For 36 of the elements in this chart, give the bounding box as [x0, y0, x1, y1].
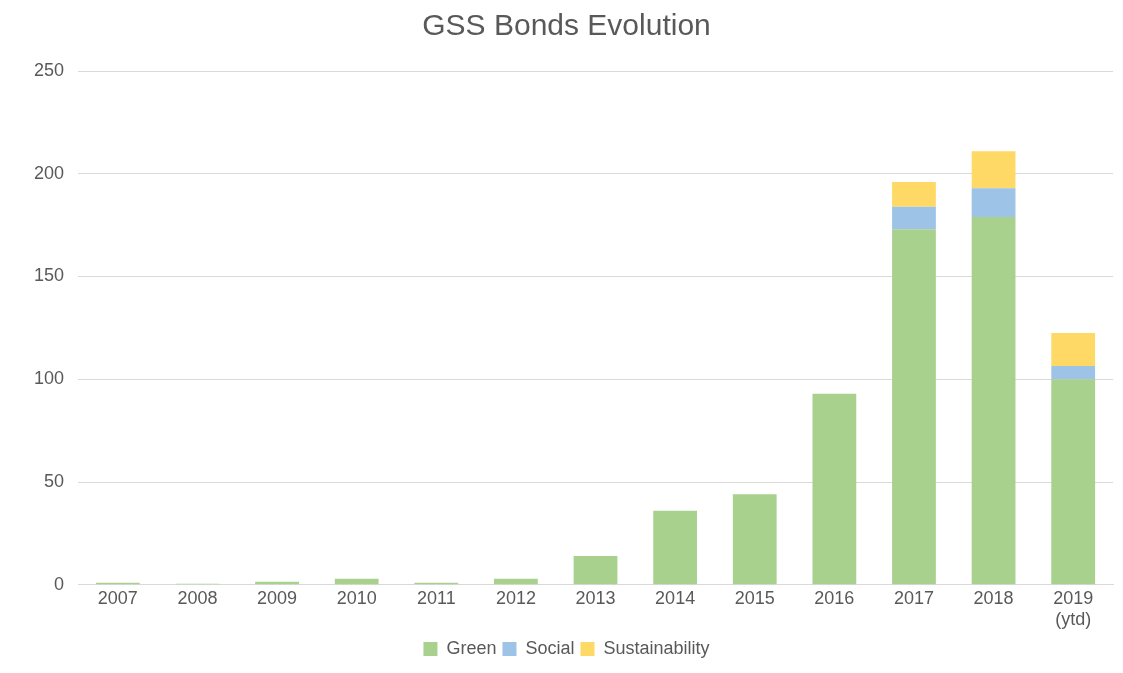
y-tick-label: 100	[33, 368, 65, 389]
bar	[1051, 379, 1096, 585]
bar	[812, 393, 857, 585]
bar	[892, 206, 936, 230]
x-tick-label: 2018	[973, 587, 1014, 608]
x-tick-label: 2012	[495, 587, 536, 608]
legend-label: Green	[446, 637, 497, 658]
bar	[1051, 365, 1096, 380]
legend-label: Social	[525, 637, 575, 658]
bar	[732, 494, 777, 585]
x-tick-label: 2010	[336, 587, 377, 608]
y-tick-label: 150	[33, 265, 65, 286]
x-tick-label: 2013	[575, 587, 616, 608]
x-tick-label: 2011	[416, 587, 456, 608]
bar	[892, 229, 936, 585]
x-tick-label: 2007	[97, 587, 138, 608]
bar	[892, 181, 936, 207]
chart-title: GSS Bonds Evolution	[422, 8, 711, 42]
bar	[971, 151, 1016, 189]
y-tick-label: 200	[33, 162, 65, 183]
x-tick-label: 2015	[734, 587, 775, 608]
x-tick-label: 2014	[655, 587, 696, 608]
y-tick-label: 0	[54, 573, 65, 594]
x-tick-label: 2008	[177, 587, 218, 608]
bar	[971, 188, 1016, 217]
x-tick-label: 2016	[814, 587, 855, 608]
x-tick-label: 2019 (ytd)	[1053, 587, 1094, 630]
bar	[1051, 333, 1096, 366]
y-tick-label: 50	[44, 471, 65, 492]
x-tick-label: 2017	[893, 587, 934, 608]
bar	[573, 556, 618, 585]
y-tick-label: 250	[33, 59, 65, 80]
x-tick-label: 2009	[257, 587, 298, 608]
bar	[971, 216, 1016, 585]
bar	[653, 510, 698, 585]
legend-label: Sustainability	[603, 637, 710, 658]
